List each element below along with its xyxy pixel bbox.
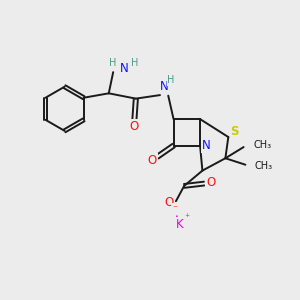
- Text: H: H: [131, 58, 138, 68]
- Text: CH₃: CH₃: [253, 140, 271, 150]
- Text: O: O: [147, 154, 157, 167]
- Text: K: K: [176, 218, 183, 231]
- Text: ⁻: ⁻: [172, 204, 177, 214]
- Text: O: O: [165, 196, 174, 209]
- Text: O: O: [206, 176, 215, 190]
- Text: CH₃: CH₃: [255, 161, 273, 171]
- Text: N: N: [160, 80, 169, 93]
- Text: N: N: [202, 139, 211, 152]
- Text: ⁺: ⁺: [184, 213, 190, 223]
- Text: H: H: [110, 58, 117, 68]
- Text: N: N: [120, 62, 129, 75]
- Text: O: O: [130, 120, 139, 133]
- Text: S: S: [231, 125, 239, 138]
- Text: H: H: [167, 75, 175, 85]
